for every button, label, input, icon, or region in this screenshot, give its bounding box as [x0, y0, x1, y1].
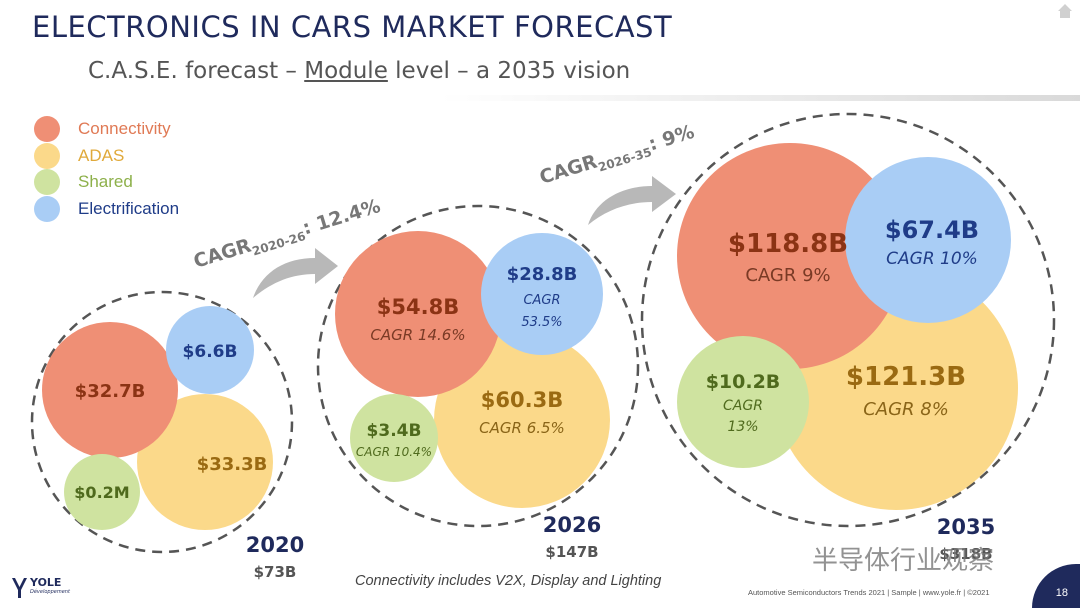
legend-dot: [34, 142, 60, 169]
bubble-2026-shared: [350, 394, 438, 482]
bubble-value-label: $33.3B: [197, 454, 268, 475]
bubble-cagr-label: CAGR: [523, 293, 560, 308]
bubble-2026-connectivity: [335, 231, 501, 397]
bubble-value-label: $118.8B: [728, 229, 848, 259]
bubble-cagr-label: CAGR 6.5%: [479, 419, 565, 437]
bubble-2035-connectivity: [677, 143, 903, 369]
year-label-2026: 2026: [543, 513, 601, 537]
bubble-value-label: $6.6B: [183, 342, 238, 362]
page-number: 18: [1055, 587, 1068, 599]
legend-label: Connectivity: [78, 119, 171, 139]
bubble-value-label: $10.2B: [706, 371, 781, 393]
bubble-value-label: $0.2M: [74, 483, 129, 502]
title-divider: [440, 95, 1080, 101]
bubble-cagr-label: CAGR 14.6%: [370, 326, 465, 344]
bubble-cagr-label: 53.5%: [521, 315, 562, 330]
yole-logo: YOLE Développement: [12, 576, 71, 598]
legend-label: Electrification: [78, 198, 180, 218]
legend-item-electrification: Electrification: [34, 195, 180, 223]
transition-cagr-label-2: CAGR2026-35: 9%: [537, 121, 698, 192]
subtitle-suffix: level – a 2035 vision: [387, 58, 631, 84]
home-icon[interactable]: [1056, 2, 1074, 20]
bubble-cagr-label: CAGR 9%: [745, 265, 830, 286]
legend-label: ADAS: [78, 145, 125, 165]
subtitle-prefix: C.A.S.E. forecast –: [88, 58, 305, 84]
watermark-text: 半导体行业观察: [812, 546, 995, 576]
legend-item-connectivity: Connectivity: [34, 116, 179, 143]
arrow-shape: [588, 176, 676, 225]
bubble-2020-adas: [137, 394, 273, 530]
bubble-2035-electrification: [845, 157, 1011, 323]
credit-line: Automotive Semiconductors Trends 2021 | …: [748, 588, 990, 597]
total-label-2020: $73B: [254, 563, 297, 581]
bubble-cagr-label: CAGR 10.4%: [356, 445, 432, 459]
year-label-2035: 2035: [937, 515, 995, 539]
bubble-2020-shared: [64, 454, 140, 530]
bubble-cagr-label: CAGR 10%: [886, 249, 978, 269]
bubble-value-label: $60.3B: [481, 388, 563, 412]
bubble-2035-shared: [677, 336, 809, 468]
group-circle-2020: [30, 290, 294, 554]
logo-subtext: Développement: [30, 588, 71, 595]
total-label-2035: $318B: [939, 545, 992, 563]
year-label-2020: 2020: [246, 533, 304, 557]
page-title: ELECTRONICS IN CARS MARKET FORECAST: [32, 10, 673, 44]
group-circle-2026: [316, 204, 640, 528]
bubble-cagr-label: CAGR: [723, 398, 763, 414]
bubble-2026-electrification: [481, 233, 603, 355]
legend-dot: [34, 169, 60, 196]
bubble-2020-connectivity: [42, 322, 178, 458]
page-subtitle: C.A.S.E. forecast – Module level – a 203…: [88, 58, 630, 84]
legend-dot: [34, 195, 60, 222]
bubble-2020-electrification: [166, 306, 254, 394]
bubble-cagr-label: 13%: [727, 419, 758, 435]
legend-item-shared: Shared: [34, 169, 179, 196]
legend-item-adas: ADAS: [34, 142, 179, 170]
logo-text: YOLE: [29, 576, 61, 589]
bubble-value-label: $32.7B: [75, 381, 146, 402]
footnote: Connectivity includes V2X, Display and L…: [355, 573, 662, 589]
group-circle-2035: [640, 112, 1056, 528]
bubble-value-label: $121.3B: [846, 362, 966, 392]
transition-arrow-2: [588, 176, 676, 225]
legend-label: Shared: [78, 172, 133, 192]
legend: Connectivity ADAS Shared Electrification: [34, 116, 179, 222]
transition-arrow-1: [253, 248, 338, 298]
bubble-2026-adas: [434, 332, 610, 508]
bubble-value-label: $67.4B: [885, 216, 979, 244]
bubble-cagr-label: CAGR 8%: [863, 399, 949, 420]
bubble-value-label: $3.4B: [367, 421, 422, 441]
arrow-shape: [253, 248, 338, 298]
total-label-2026: $147B: [545, 543, 598, 561]
subtitle-underlined: Module: [304, 58, 388, 84]
bubble-value-label: $54.8B: [377, 295, 459, 319]
legend-dot: [34, 116, 60, 143]
bubble-value-label: $28.8B: [507, 264, 578, 285]
